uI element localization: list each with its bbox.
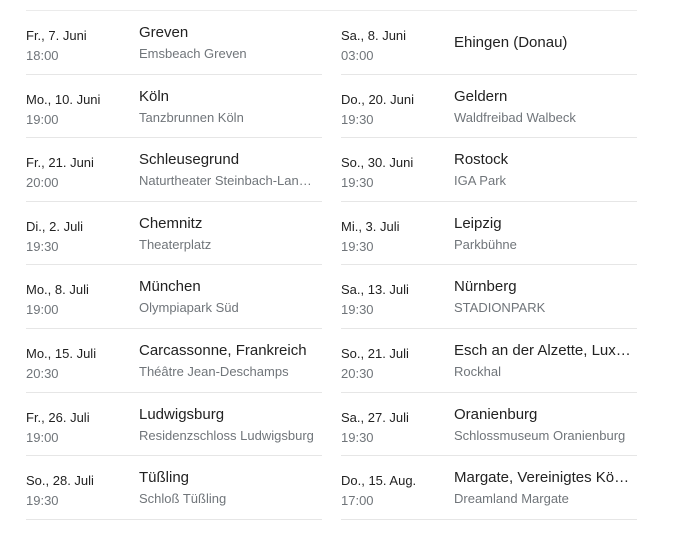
event-item[interactable]: Mi., 3. Juli 19:30 Leipzig Parkbühne: [341, 202, 637, 266]
event-date: Di., 2. Juli: [26, 218, 84, 234]
event-item[interactable]: Mo., 10. Juni 19:00 Köln Tanzbrunnen Köl…: [26, 75, 322, 139]
event-time: 19:30: [341, 111, 374, 127]
event-info: Margate, Vereinigtes Königreich Dreamlan…: [454, 469, 631, 506]
event-venue: Residenzschloss Ludwigsburg: [139, 427, 314, 443]
event-info: Köln Tanzbrunnen Köln: [139, 88, 316, 125]
event-city: Geldern: [454, 87, 508, 105]
event-venue: Théâtre Jean-Deschamps: [139, 363, 289, 379]
event-info: Rostock IGA Park: [454, 151, 631, 188]
event-date: So., 30. Juni: [341, 155, 414, 171]
event-item[interactable]: Mo., 8. Juli 19:00 München Olympiapark S…: [26, 265, 322, 329]
event-date: Sa., 8. Juni: [341, 28, 407, 43]
event-date: Mo., 15. Juli: [26, 345, 97, 361]
event-city: Margate, Vereinigtes Königreich: [454, 469, 631, 487]
event-time: 19:30: [341, 175, 374, 191]
event-time: 19:30: [26, 238, 59, 254]
event-time: 20:00: [26, 175, 59, 191]
event-info: Carcassonne, Frankreich Théâtre Jean-Des…: [139, 342, 316, 379]
event-city: Nürnberg: [454, 278, 517, 296]
event-item[interactable]: Di., 2. Juli 19:30 Chemnitz Theaterplatz: [26, 202, 322, 266]
event-info: Oranienburg Schlossmuseum Oranienburg: [454, 406, 631, 443]
event-item[interactable]: So., 21. Juli 20:30 Esch an der Alzette,…: [341, 329, 637, 393]
event-info: Greven Emsbeach Greven: [139, 24, 316, 61]
event-city: Ludwigsburg: [139, 405, 225, 423]
event-venue: Waldfreibad Walbeck: [454, 109, 576, 125]
event-item[interactable]: Fr., 7. Juni 18:00 Greven Emsbeach Greve…: [26, 11, 322, 75]
event-info: Ludwigsburg Residenzschloss Ludwigsburg: [139, 406, 316, 443]
event-date: Mi., 3. Juli: [341, 218, 400, 234]
event-date: So., 28. Juli: [26, 473, 94, 489]
event-venue: IGA Park: [454, 173, 507, 189]
event-info: Esch an der Alzette, Luxemburg Rockhal: [454, 342, 631, 379]
event-city: Ehingen (Donau): [454, 34, 568, 51]
event-time: 19:00: [26, 302, 59, 318]
event-info: München Olympiapark Süd: [139, 278, 316, 315]
event-time: 03:00: [341, 48, 374, 63]
event-date: Sa., 27. Juli: [341, 409, 409, 425]
event-item[interactable]: So., 30. Juni 19:30 Rostock IGA Park: [341, 138, 637, 202]
event-city: Rostock: [454, 151, 509, 169]
event-time: 19:00: [26, 429, 59, 445]
event-info: Nürnberg STADIONPARK: [454, 278, 631, 315]
event-item[interactable]: Sa., 8. Juni 03:00 Ehingen (Donau): [341, 11, 637, 75]
event-venue: Dreamland Margate: [454, 491, 569, 507]
event-city: Greven: [139, 24, 189, 41]
event-item[interactable]: Mo., 15. Juli 20:30 Carcassonne, Frankre…: [26, 329, 322, 393]
event-venue: STADIONPARK: [454, 300, 546, 316]
event-date: Fr., 21. Juni: [26, 155, 94, 171]
event-time: 19:30: [341, 429, 374, 445]
event-info: Tüßling Schloß Tüßling: [139, 469, 316, 506]
event-venue: Schloß Tüßling: [139, 491, 227, 507]
event-venue: Naturtheater Steinbach-Langenbach: [139, 173, 316, 189]
event-city: Chemnitz: [139, 214, 203, 232]
event-info: Leipzig Parkbühne: [454, 215, 631, 252]
event-info: Ehingen (Donau): [454, 34, 631, 51]
event-item[interactable]: Do., 20. Juni 19:30 Geldern Waldfreibad …: [341, 75, 637, 139]
event-date: So., 21. Juli: [341, 345, 409, 361]
event-city: Tüßling: [139, 469, 190, 487]
event-info: Geldern Waldfreibad Walbeck: [454, 88, 631, 125]
event-time: 20:30: [26, 365, 59, 381]
event-item[interactable]: Sa., 27. Juli 19:30 Oranienburg Schlossm…: [341, 393, 637, 457]
event-city: Leipzig: [454, 214, 502, 232]
event-info: Chemnitz Theaterplatz: [139, 215, 316, 252]
event-venue: Rockhal: [454, 363, 501, 379]
event-venue: Parkbühne: [454, 236, 517, 252]
event-date: Sa., 13. Juli: [341, 282, 409, 298]
event-date: Fr., 7. Juni: [26, 28, 87, 43]
event-city: München: [139, 278, 201, 296]
event-venue: Schlossmuseum Oranienburg: [454, 427, 626, 443]
event-info: Schleusegrund Naturtheater Steinbach-Lan…: [139, 151, 316, 188]
event-time: 19:30: [26, 493, 59, 509]
event-date: Mo., 10. Juni: [26, 91, 101, 107]
event-item[interactable]: Sa., 13. Juli 19:30 Nürnberg STADIONPARK: [341, 265, 637, 329]
event-time: 20:30: [341, 365, 374, 381]
event-date: Fr., 26. Juli: [26, 409, 90, 425]
event-time: 17:00: [341, 493, 374, 509]
event-item[interactable]: Fr., 26. Juli 19:00 Ludwigsburg Residenz…: [26, 393, 322, 457]
event-time: 18:00: [26, 48, 59, 63]
event-time: 19:30: [341, 302, 374, 318]
event-time: 19:30: [341, 238, 374, 254]
event-date: Mo., 8. Juli: [26, 282, 89, 298]
event-city: Esch an der Alzette, Luxemburg: [454, 341, 631, 359]
event-item[interactable]: Fr., 21. Juni 20:00 Schleusegrund Naturt…: [26, 138, 322, 202]
event-venue: Olympiapark Süd: [139, 300, 239, 316]
event-city: Carcassonne, Frankreich: [139, 341, 307, 359]
event-venue: Theaterplatz: [139, 236, 212, 252]
event-list: Fr., 7. Juni 18:00 Greven Emsbeach Greve…: [26, 10, 637, 520]
event-date: Do., 15. Aug.: [341, 473, 417, 489]
event-venue: Emsbeach Greven: [139, 46, 247, 61]
event-city: Oranienburg: [454, 405, 538, 423]
event-date: Do., 20. Juni: [341, 91, 414, 107]
event-time: 19:00: [26, 111, 59, 127]
event-item[interactable]: Do., 15. Aug. 17:00 Margate, Vereinigtes…: [341, 456, 637, 520]
event-city: Köln: [139, 87, 170, 105]
event-venue: Tanzbrunnen Köln: [139, 109, 244, 125]
event-city: Schleusegrund: [139, 151, 240, 169]
event-item[interactable]: So., 28. Juli 19:30 Tüßling Schloß Tüßli…: [26, 456, 322, 520]
